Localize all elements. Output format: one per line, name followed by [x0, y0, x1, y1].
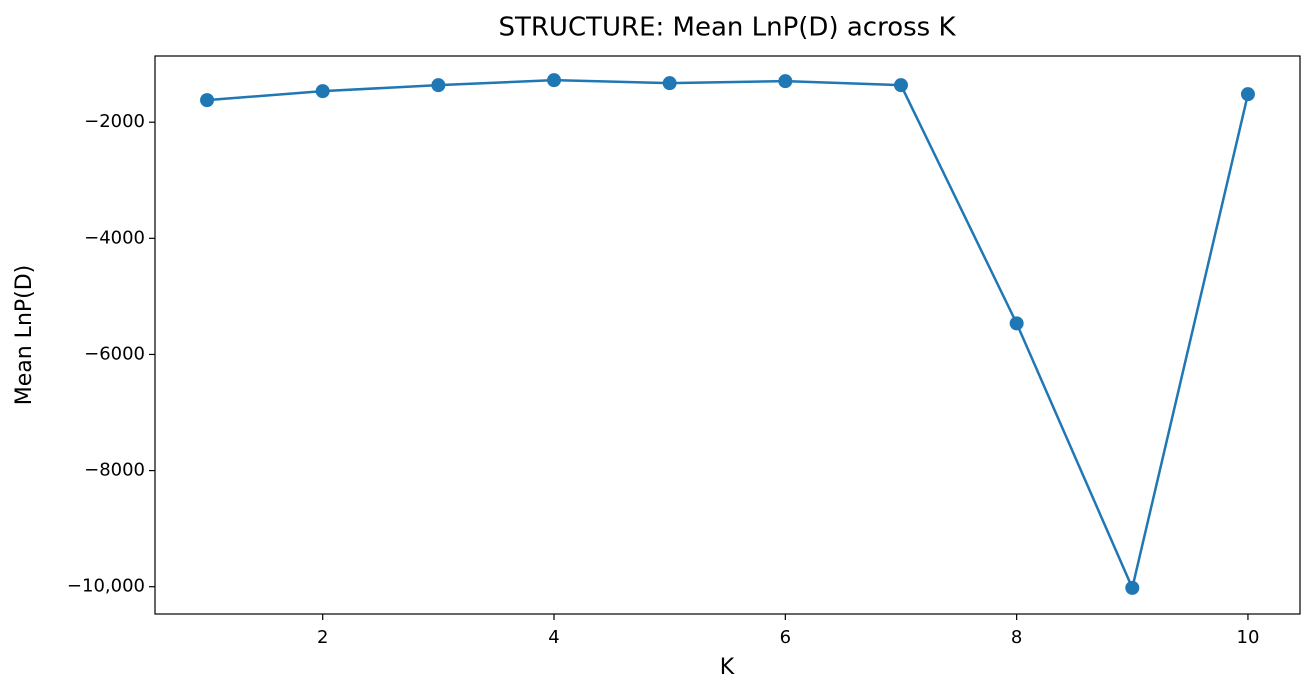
line: [206, 78, 1250, 592]
y-tick-label: −4000: [84, 227, 145, 248]
chart-title: STRUCTURE: Mean LnP(D) across K: [498, 13, 956, 43]
marker: [662, 76, 677, 91]
x-axis-label: K: [720, 655, 735, 680]
marker: [1125, 580, 1140, 595]
y-axis-label: Mean LnP(D): [12, 265, 37, 406]
marker: [547, 73, 562, 88]
x-tick-label: 10: [1237, 627, 1260, 648]
marker: [431, 78, 446, 93]
y-tick-label: −8000: [84, 460, 145, 481]
y-tick-label: −6000: [84, 343, 145, 364]
x-tick-label: 6: [780, 627, 791, 648]
marker: [315, 84, 330, 99]
y-tick-label: −10,000: [67, 576, 145, 597]
x-tick-label: 4: [548, 627, 559, 648]
marker: [200, 93, 215, 108]
y-tick-label: −2000: [84, 111, 145, 132]
marker: [778, 74, 793, 89]
marker: [1240, 87, 1255, 102]
x-tick-label: 2: [317, 627, 328, 648]
marker: [893, 78, 908, 93]
marker: [1009, 316, 1024, 331]
x-tick-label: 8: [1011, 627, 1022, 648]
plot-frame: [154, 55, 1301, 615]
